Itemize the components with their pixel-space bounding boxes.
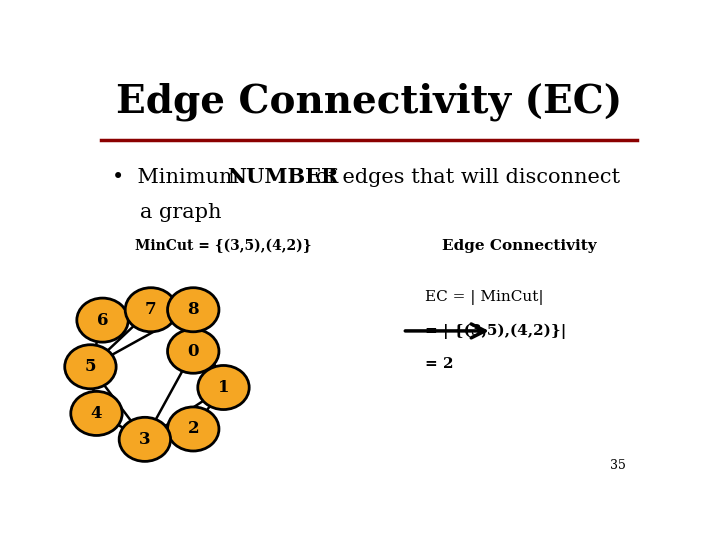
Circle shape: [168, 407, 219, 451]
Circle shape: [65, 345, 116, 389]
Text: 5: 5: [85, 358, 96, 375]
Text: 7: 7: [145, 301, 157, 318]
Text: 8: 8: [187, 301, 199, 318]
Text: NUMBER: NUMBER: [227, 167, 338, 187]
Text: Edge Connectivity (EC): Edge Connectivity (EC): [116, 83, 622, 122]
Text: 2: 2: [187, 421, 199, 437]
Circle shape: [168, 329, 219, 373]
Text: 4: 4: [91, 405, 102, 422]
Text: a graph: a graph: [140, 203, 222, 222]
Text: Edge Connectivity: Edge Connectivity: [441, 239, 596, 253]
Text: EC = | MinCut|: EC = | MinCut|: [425, 290, 544, 305]
Circle shape: [168, 288, 219, 332]
Text: of edges that will disconnect: of edges that will disconnect: [310, 167, 621, 186]
Text: = 2: = 2: [425, 357, 454, 371]
Text: 35: 35: [610, 460, 626, 472]
Circle shape: [198, 366, 249, 409]
Text: 1: 1: [217, 379, 229, 396]
Text: 6: 6: [96, 312, 108, 329]
Text: •  Minimum: • Minimum: [112, 167, 246, 186]
Text: 3: 3: [139, 431, 150, 448]
Text: MinCut = {(3,5),(4,2)}: MinCut = {(3,5),(4,2)}: [135, 239, 311, 253]
Circle shape: [71, 392, 122, 435]
Circle shape: [119, 417, 171, 461]
Text: = | {(3,5),(4,2)}|: = | {(3,5),(4,2)}|: [425, 323, 566, 339]
Text: 0: 0: [187, 343, 199, 360]
Circle shape: [125, 288, 176, 332]
Circle shape: [77, 298, 128, 342]
